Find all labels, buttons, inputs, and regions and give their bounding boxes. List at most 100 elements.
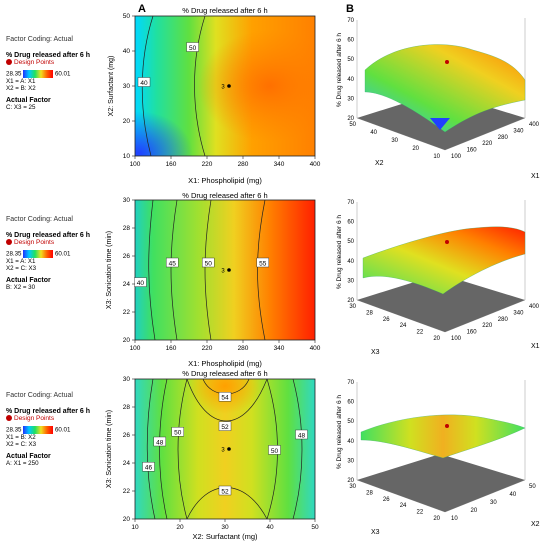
- x-tick-label: 50: [311, 524, 319, 531]
- z-tick-label: 40: [347, 77, 354, 83]
- z-axis-label: % Drug released after 6 h: [336, 215, 343, 289]
- z-axis-label: % Drug released after 6 h: [336, 33, 343, 107]
- design-point-count: 3: [221, 269, 225, 275]
- contour-label-box: [218, 421, 232, 431]
- legend-high: 60.01: [54, 426, 71, 434]
- y-tick-label: 20: [123, 516, 131, 523]
- y-tick-label: 20: [433, 516, 440, 522]
- y-tick-label: 20: [433, 336, 440, 342]
- design-point: [227, 268, 231, 272]
- x-tick-label: 160: [467, 148, 478, 154]
- design-point: [227, 447, 231, 451]
- contour-label-box: [218, 392, 232, 402]
- legend-x1: X1 = A: X1: [6, 78, 36, 85]
- legend-x1: X1 = B: X2: [6, 434, 36, 441]
- z-tick-label: 70: [347, 18, 354, 24]
- y-tick-label: 26: [123, 253, 131, 260]
- legend-high: 60.01: [54, 70, 71, 78]
- contour-label-box: [171, 427, 184, 437]
- y-tick-label: 30: [123, 376, 131, 383]
- contour-label: 48: [298, 433, 306, 440]
- legend-coding: Factor Coding: Actual: [6, 216, 73, 223]
- legend-x2: X2 = C: X3: [6, 265, 37, 272]
- z-tick-label: 30: [347, 278, 354, 284]
- y-tick-label: 30: [349, 484, 356, 490]
- contour-chart-2: 40 45 50 55 3 100 160 220 280 340 400 20 22 24 26 28 30…: [106, 191, 321, 368]
- x-axis-label: X2: [531, 521, 540, 528]
- z-tick-label: 20: [347, 116, 354, 122]
- y-tick-label: 28: [366, 310, 373, 316]
- contour-label: 50: [271, 448, 279, 455]
- colorbar: [23, 70, 54, 78]
- x-tick-label: 50: [529, 484, 536, 490]
- contour-labels: 46 48 50 54 52 52 50 48 3: [142, 392, 308, 496]
- contour-label-box: [134, 277, 147, 287]
- legend-low: 28.35: [6, 70, 22, 78]
- x-tick-label: 220: [482, 141, 493, 147]
- contour-labels: 40 50 3: [137, 42, 231, 91]
- x-tick-label: 40: [266, 524, 274, 531]
- legend-x2: X2 = C: X3: [6, 441, 37, 448]
- y-tick-label: 26: [383, 317, 390, 323]
- contour-label: 40: [140, 80, 148, 87]
- colorbar: [23, 426, 54, 434]
- x-tick-label: 340: [513, 310, 524, 316]
- x-tick-label: 220: [202, 161, 213, 168]
- y-axis-label: X2: Surfactant (mg): [108, 56, 115, 117]
- x-axis-label: X2: Surfactant (mg): [192, 532, 258, 541]
- x-tick-label: 10: [131, 524, 139, 531]
- z-tick-label: 70: [347, 200, 354, 206]
- z-tick-label: 40: [347, 259, 354, 265]
- legend-response: % Drug released after 6 h: [6, 232, 91, 239]
- surface-chart-1: 20 30 40 50 60 70 100 160 220 280 340 400 10 20 30 40 50…: [336, 18, 540, 180]
- legend-fixed: B: X2 = 30: [6, 284, 36, 291]
- x-tick-label: 160: [166, 345, 177, 352]
- legend-3: Factor Coding: Actual % Drug released af…: [6, 392, 136, 467]
- z-tick-label: 50: [347, 57, 354, 63]
- z-tick-label: 20: [347, 478, 354, 484]
- x-tick-label: 280: [498, 135, 509, 141]
- y-tick-label: 24: [123, 281, 131, 288]
- chart-title: % Drug released after 6 h: [182, 191, 267, 200]
- z-axis-label: % Drug released after 6 h: [336, 395, 343, 469]
- x-tick-label: 20: [176, 524, 184, 531]
- contour-chart-1: 40 50 3 100 160 220 280 340 400 10 20 30 40 50 % Dru…: [108, 6, 321, 185]
- contour-label: 52: [221, 424, 229, 431]
- z-tick-label: 30: [347, 96, 354, 102]
- y-tick-label: 24: [123, 460, 131, 467]
- x-axis-label: X1: [531, 173, 540, 180]
- y-tick-label: 22: [123, 488, 131, 495]
- x-axis-label: X1: Phospholipid (mg): [188, 176, 262, 185]
- design-point: [227, 84, 231, 88]
- panel-label-a: A: [138, 3, 146, 15]
- legend-x1: X1 = A: X1: [6, 258, 36, 265]
- x-tick-label: 20: [471, 508, 478, 514]
- chart-title: % Drug released after 6 h: [182, 6, 267, 15]
- z-tick-label: 60: [347, 400, 354, 406]
- contour-label-box: [186, 42, 199, 52]
- y-tick-label: 28: [123, 404, 131, 411]
- contour-label-box: [201, 257, 215, 268]
- y-tick-label: 22: [417, 510, 424, 516]
- legend-coding: Factor Coding: Actual: [6, 392, 73, 399]
- y-tick-label: 30: [123, 83, 131, 90]
- y-tick-label: 20: [412, 146, 419, 152]
- legend-2: Factor Coding: Actual % Drug released af…: [6, 216, 136, 291]
- y-tick-label: 30: [123, 197, 131, 204]
- x-tick-label: 220: [482, 323, 493, 329]
- surface-chart-2: 2030405060701001602202803404002022242628…: [336, 200, 540, 356]
- y-tick-label: 22: [417, 330, 424, 336]
- legend-high: 60.01: [54, 250, 71, 258]
- x-tick-label: 100: [130, 161, 141, 168]
- legend-x2: X2 = B: X2: [6, 85, 36, 92]
- x-tick-label: 220: [202, 345, 213, 352]
- contour-label: 55: [259, 261, 267, 268]
- legend-response: % Drug released after 6 h: [6, 52, 91, 59]
- axis-ticks: 2030405060701001602202803404002022242628…: [347, 200, 539, 342]
- y-tick-label: 20: [123, 337, 131, 344]
- y-tick-label: 50: [349, 122, 356, 128]
- x-tick-label: 280: [498, 317, 509, 323]
- y-tick-label: 40: [370, 130, 377, 136]
